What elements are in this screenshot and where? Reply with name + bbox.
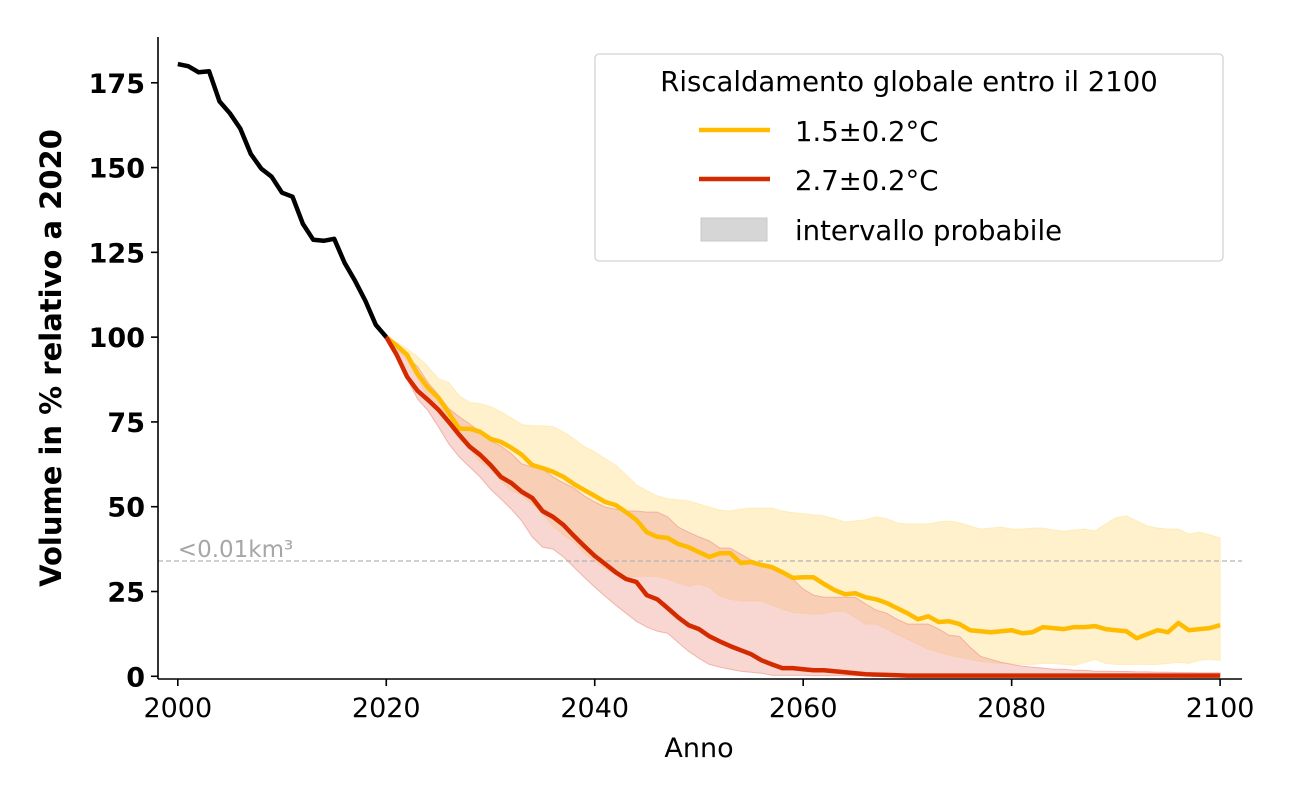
threshold-layer: <0.01km³ — [158, 537, 1242, 563]
legend-frame — [594, 53, 1224, 262]
y-ticks: 0 25 50 75 100 125 150 175 — [89, 69, 158, 693]
y-tick-label: 75 — [107, 408, 145, 439]
line-observed — [177, 61, 389, 339]
legend-label-2-7: 2.7±0.2°C — [795, 165, 938, 197]
y-tick-label: 50 — [107, 493, 145, 524]
legend-swatch-range — [700, 217, 768, 242]
y-tick-label: 175 — [89, 69, 145, 100]
band-1-5 — [385, 336, 1221, 666]
x-tick-label: 2000 — [143, 693, 212, 724]
x-axis-label: Anno — [664, 733, 733, 764]
x-tick-label: 2040 — [560, 693, 629, 724]
x-ticks: 2000 2020 2040 2060 2080 2100 — [143, 679, 1254, 724]
y-axis-label: Volume in % relativo a 2020 — [34, 129, 68, 587]
legend: Riscaldamento globale entro il 2100 1.5±… — [594, 53, 1224, 262]
y-tick-label: 25 — [107, 578, 145, 609]
axes: 0 25 50 75 100 125 150 175 2000 2020 2040 2060 2080… — [34, 37, 1254, 764]
x-tick-label: 2100 — [1186, 693, 1255, 724]
threshold-label: <0.01km³ — [178, 537, 293, 563]
legend-label-1-5: 1.5±0.2°C — [795, 116, 938, 148]
x-tick-label: 2060 — [769, 693, 838, 724]
series-lines — [177, 61, 1221, 678]
x-tick-label: 2080 — [977, 693, 1046, 724]
y-tick-label: 150 — [89, 154, 145, 185]
y-tick-label: 0 — [126, 662, 145, 693]
legend-title: Riscaldamento globale entro il 2100 — [660, 66, 1157, 98]
legend-label-range: intervallo probabile — [795, 215, 1062, 247]
x-tick-label: 2020 — [352, 693, 421, 724]
line-2-7 — [384, 335, 1221, 678]
line-1-5 — [384, 335, 1221, 641]
y-tick-label: 125 — [89, 238, 145, 269]
y-tick-label: 100 — [89, 323, 145, 354]
